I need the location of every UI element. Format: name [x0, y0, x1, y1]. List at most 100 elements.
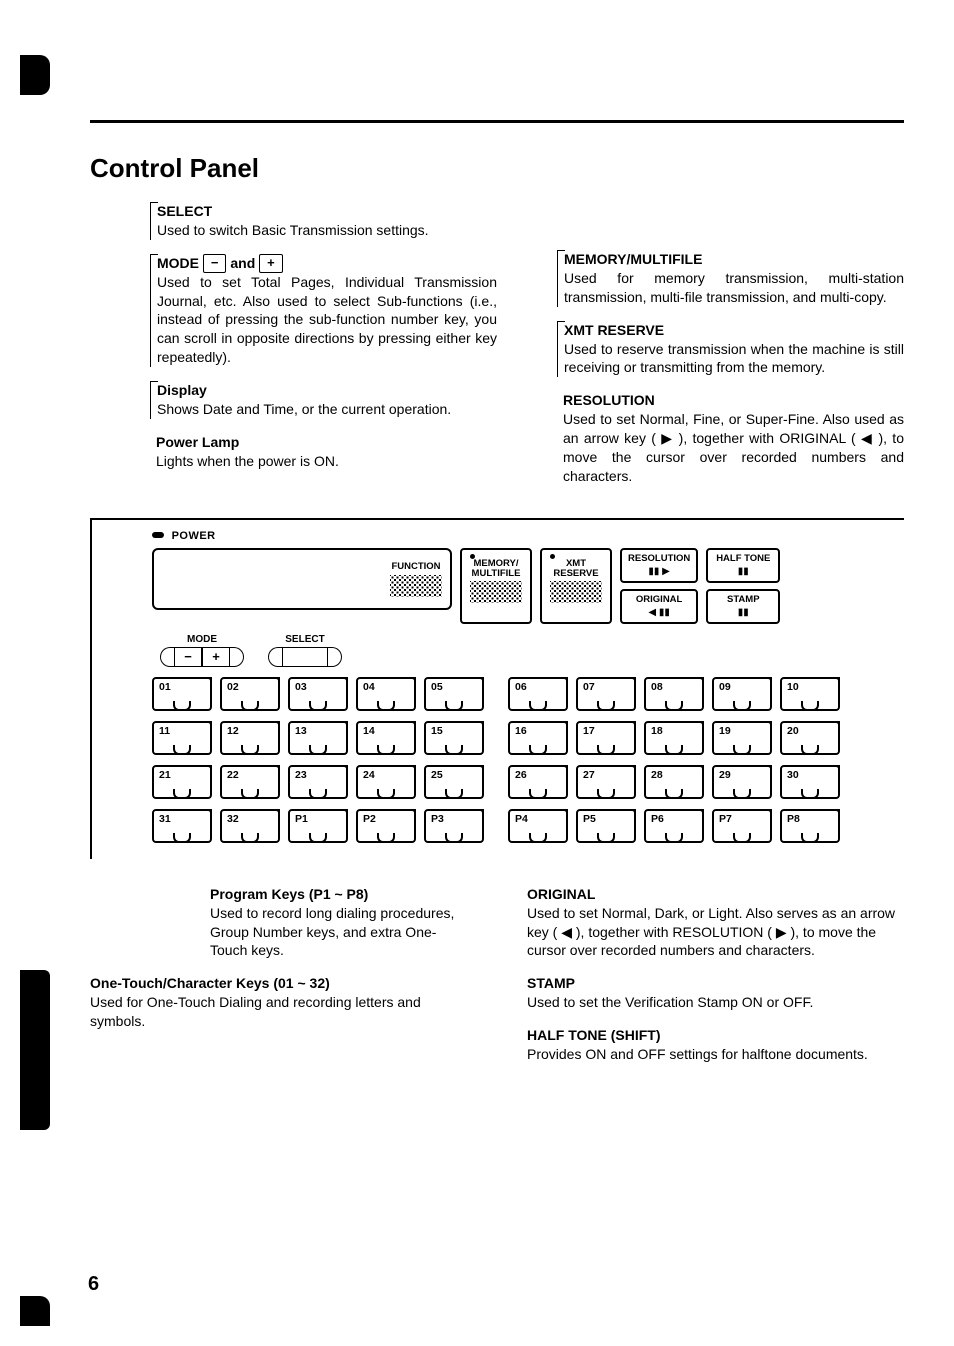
callout-title: ORIGINAL [527, 886, 595, 902]
one-touch-key: 30 [780, 765, 840, 799]
callout-body: Used to set Normal, Dark, or Light. Also… [527, 905, 895, 959]
callout-body: Used for memory transmission, multi-stat… [564, 269, 904, 307]
one-touch-key-label: 17 [583, 725, 595, 737]
one-touch-key: 06 [508, 677, 568, 711]
callout-title: MEMORY/MULTIFILE [564, 250, 904, 269]
one-touch-half: 2122232425 [152, 765, 484, 799]
callout-body: Shows Date and Time, or the current oper… [157, 400, 497, 419]
one-touch-key-label: 29 [719, 769, 731, 781]
one-touch-key: 20 [780, 721, 840, 755]
one-touch-half: 1617181920 [508, 721, 840, 755]
one-touch-key: 22 [220, 765, 280, 799]
callout-original: ORIGINAL Used to set Normal, Dark, or Li… [527, 885, 904, 961]
callouts-right-column: MEMORY/MULTIFILE Used for memory transmi… [557, 202, 904, 500]
one-touch-key: P7 [712, 809, 772, 843]
one-touch-key: 21 [152, 765, 212, 799]
one-touch-key-label: 04 [363, 681, 375, 693]
one-touch-key: 08 [644, 677, 704, 711]
one-touch-key-label: 20 [787, 725, 799, 737]
callout-power-lamp: Power Lamp Lights when the power is ON. [150, 433, 497, 471]
one-touch-key: P3 [424, 809, 484, 843]
arrow-right-icon: ▮▮ ▶ [648, 566, 669, 577]
one-touch-key-label: P2 [363, 813, 376, 825]
one-touch-key-label: 31 [159, 813, 171, 825]
callout-title: MODE − and + [157, 254, 497, 273]
one-touch-key-label: 13 [295, 725, 307, 737]
lcd-display: FUNCTION [152, 548, 452, 610]
one-touch-row: 3132P1P2P3P4P5P6P7P8 [152, 809, 894, 843]
one-touch-half: 262728 29 30 [508, 765, 840, 799]
one-touch-key-label: 22 [227, 769, 239, 781]
one-touch-key-label: P4 [515, 813, 528, 825]
one-touch-key: 09 [712, 677, 772, 711]
button-label: HALF TONE [716, 554, 770, 564]
one-touch-key: 28 [644, 765, 704, 799]
one-touch-key-label: 14 [363, 725, 375, 737]
binding-mark-bottom [20, 1296, 50, 1326]
mode-plus-button: + [202, 647, 230, 667]
power-lamp-icon [152, 532, 164, 538]
mode-plus-key-icon: + [259, 254, 283, 273]
one-touch-half: 3132P1P2P3 [152, 809, 484, 843]
one-touch-key-label: 23 [295, 769, 307, 781]
callout-title: RESOLUTION [563, 391, 904, 410]
one-touch-key-label: 05 [431, 681, 443, 693]
one-touch-key: 01 [152, 677, 212, 711]
callout-title: Program Keys (P1 ~ P8) [210, 886, 368, 902]
one-touch-key: 12 [220, 721, 280, 755]
one-touch-key: 05 [424, 677, 484, 711]
callouts-bottom-left: Program Keys (P1 ~ P8) Used to record lo… [90, 885, 467, 1078]
button-label: MEMORY/ MULTIFILE [472, 559, 521, 579]
callout-title: One-Touch/Character Keys (01 ~ 32) [90, 975, 330, 991]
button-label: XMT RESERVE [553, 559, 598, 579]
one-touch-key: 31 [152, 809, 212, 843]
one-touch-key: P6 [644, 809, 704, 843]
callout-stamp: STAMP Used to set the Verification Stamp… [527, 974, 904, 1012]
indicator-icon: ▮▮ [738, 607, 749, 618]
mode-group: MODE − + [160, 634, 244, 667]
horizontal-rule-top [90, 120, 904, 123]
one-touch-key-label: 01 [159, 681, 171, 693]
page-title: Control Panel [90, 153, 904, 184]
one-touch-key: 26 [508, 765, 568, 799]
callout-memory-multifile: MEMORY/MULTIFILE Used for memory transmi… [557, 250, 904, 307]
callout-body: Used to set the Verification Stamp ON or… [527, 994, 813, 1010]
indicator-icon: ▮▮ [738, 566, 749, 577]
one-touch-key-label: 09 [719, 681, 731, 693]
one-touch-key-label: 03 [295, 681, 307, 693]
callout-title: SELECT [157, 202, 497, 221]
one-touch-key-label: P7 [719, 813, 732, 825]
one-touch-key: 23 [288, 765, 348, 799]
callout-title: HALF TONE (SHIFT) [527, 1027, 661, 1043]
one-touch-key: 11 [152, 721, 212, 755]
button-label: STAMP [727, 595, 760, 605]
callout-xmt-reserve: XMT RESERVE Used to reserve transmission… [557, 321, 904, 378]
one-touch-key: 13 [288, 721, 348, 755]
one-touch-key-grid: 0102030405060708091011121314151617181920… [92, 677, 904, 859]
one-touch-key-label: P1 [295, 813, 308, 825]
original-button: ORIGINAL ◀ ▮▮ [620, 589, 698, 624]
one-touch-key: 27 [576, 765, 636, 799]
xmt-reserve-button: XMT RESERVE [540, 548, 612, 624]
callout-body: Used to record long dialing procedures, … [210, 905, 454, 959]
callout-resolution: RESOLUTION Used to set Normal, Fine, or … [557, 391, 904, 485]
one-touch-key-label: P5 [583, 813, 596, 825]
callout-body: Used to switch Basic Transmission settin… [157, 221, 497, 240]
button-label: ORIGINAL [636, 595, 682, 605]
callout-body: Used to reserve transmission when the ma… [564, 340, 904, 378]
panel-top-row: FUNCTION MEMORY/ MULTIFILE XMT RESERVE R… [92, 548, 904, 632]
callout-title: XMT RESERVE [564, 321, 904, 340]
callout-mode: MODE − and + Used to set Total Pages, In… [150, 254, 497, 367]
one-touch-key-label: 08 [651, 681, 663, 693]
callout-program-keys: Program Keys (P1 ~ P8) Used to record lo… [210, 885, 467, 961]
one-touch-key: 24 [356, 765, 416, 799]
one-touch-key-label: P3 [431, 813, 444, 825]
one-touch-key-label: 19 [719, 725, 731, 737]
one-touch-key: 10 [780, 677, 840, 711]
mode-label: MODE [160, 634, 244, 645]
select-button [282, 647, 328, 667]
callout-body: Provides ON and OFF settings for halfton… [527, 1046, 868, 1062]
callout-body: Used to set Normal, Fine, or Super-Fine.… [563, 410, 904, 486]
callout-one-touch-keys: One-Touch/Character Keys (01 ~ 32) Used … [90, 974, 467, 1031]
one-touch-key-label: 24 [363, 769, 375, 781]
